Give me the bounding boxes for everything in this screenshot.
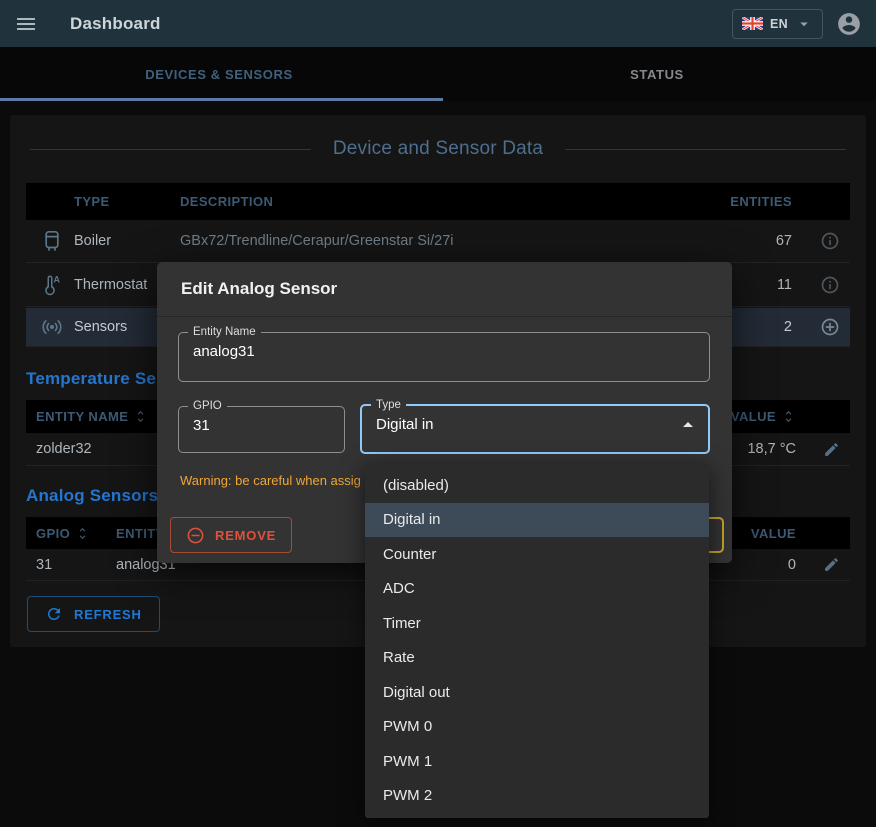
device-entities-count: 2: [783, 319, 792, 335]
thermostat-icon: [40, 273, 64, 297]
dropdown-option[interactable]: PWM 1: [383, 752, 433, 770]
refresh-button[interactable]: REFRESH: [27, 596, 160, 632]
col-entity-name[interactable]: ENTITY NAME: [36, 409, 246, 424]
col-type: TYPE: [74, 194, 110, 209]
top-bar: Dashboard EN: [0, 0, 876, 47]
remove-label: REMOVE: [215, 527, 277, 543]
active-tab-indicator: [0, 98, 443, 101]
tab-bar: DEVICES & SENSORS STATUS: [0, 47, 876, 101]
menu-icon[interactable]: [14, 12, 38, 36]
type-select[interactable]: Type Digital in: [360, 399, 710, 454]
col-value-label: VALUE: [730, 409, 776, 424]
analog-section-heading: Analog Sensors: [26, 486, 159, 505]
remove-button[interactable]: REMOVE: [170, 517, 293, 553]
dropdown-option[interactable]: (disabled): [383, 476, 449, 494]
uk-flag-icon: [742, 17, 763, 30]
gpio-field-label: GPIO: [193, 400, 222, 412]
entity-name-field[interactable]: Entity Name analog31: [178, 326, 710, 382]
sensor-value: 0: [787, 556, 796, 573]
dropdown-option[interactable]: Rate: [383, 649, 415, 667]
user-avatar[interactable]: [836, 11, 862, 37]
device-type: Boiler: [74, 233, 112, 249]
type-select-value: Digital in: [376, 416, 434, 433]
edit-icon[interactable]: [823, 441, 840, 458]
sensors-icon: [40, 315, 64, 339]
sensor-value: 18,7 °C: [747, 441, 796, 457]
device-type: Thermostat: [74, 277, 148, 293]
dropdown-option[interactable]: Digital out: [383, 683, 450, 701]
sort-icon[interactable]: [133, 409, 148, 424]
col-value[interactable]: VALUE: [666, 409, 796, 424]
remove-circle-icon: [186, 526, 205, 545]
dropdown-option[interactable]: Timer: [383, 614, 421, 632]
entity-name-field-label: Entity Name: [193, 326, 256, 338]
dialog-header: Edit Analog Sensor: [157, 262, 732, 317]
add-circle-icon[interactable]: [820, 317, 840, 337]
col-entities: ENTITIES: [730, 194, 792, 209]
entity-name-input[interactable]: analog31: [193, 343, 255, 360]
sensor-gpio: 31: [36, 556, 53, 573]
chevron-down-icon: [795, 15, 813, 33]
language-selector[interactable]: EN: [732, 8, 823, 39]
page-title-row: Device and Sensor Data: [30, 138, 847, 160]
device-type: Sensors: [74, 319, 128, 335]
tab-status[interactable]: STATUS: [630, 66, 684, 82]
app-title: Dashboard: [70, 13, 161, 33]
language-label: EN: [770, 16, 788, 31]
devices-table-header: TYPE DESCRIPTION ENTITIES: [26, 183, 850, 220]
gpio-field[interactable]: GPIO 31: [178, 400, 345, 453]
type-select-label: Type: [376, 399, 401, 411]
page-title: Device and Sensor Data: [332, 138, 544, 159]
edit-icon[interactable]: [823, 556, 840, 573]
info-icon[interactable]: [820, 275, 840, 295]
boiler-icon: [40, 229, 64, 253]
type-dropdown-menu: (disabled) Digital in Counter ADC Timer …: [365, 463, 709, 818]
device-entities-count: 11: [776, 277, 792, 293]
gpio-warning-text: Warning: be careful when assig: [180, 473, 361, 488]
dropdown-option[interactable]: PWM 0: [383, 718, 433, 736]
title-divider-right: [565, 148, 847, 150]
dialog-title: Edit Analog Sensor: [181, 279, 338, 298]
gpio-input[interactable]: 31: [193, 417, 210, 434]
device-row-boiler[interactable]: Boiler GBx72/Trendline/Cerapur/Greenstar…: [26, 220, 850, 263]
dropdown-option[interactable]: Counter: [383, 545, 437, 563]
dropdown-option[interactable]: PWM 2: [383, 787, 433, 805]
col-gpio-label: GPIO: [36, 525, 71, 541]
device-entities-count: 67: [775, 233, 792, 249]
sort-icon[interactable]: [75, 526, 90, 541]
chevron-up-icon: [676, 413, 700, 437]
dropdown-option-selected[interactable]: Digital in: [365, 502, 709, 537]
info-icon[interactable]: [820, 231, 840, 251]
sort-icon[interactable]: [781, 409, 796, 424]
tab-devices-sensors[interactable]: DEVICES & SENSORS: [145, 66, 293, 82]
device-description: GBx72/Trendline/Cerapur/Greenstar Si/27i: [180, 233, 454, 249]
col-value: VALUE: [750, 525, 796, 541]
col-entity-name-label: ENTITY NAME: [36, 409, 129, 424]
refresh-label: REFRESH: [74, 606, 142, 622]
col-gpio[interactable]: GPIO: [36, 526, 116, 541]
title-divider-left: [30, 148, 311, 150]
sensor-entity-name: zolder32: [36, 441, 92, 457]
refresh-icon: [45, 605, 63, 623]
dropdown-option[interactable]: ADC: [383, 580, 415, 598]
col-description: DESCRIPTION: [180, 194, 274, 209]
